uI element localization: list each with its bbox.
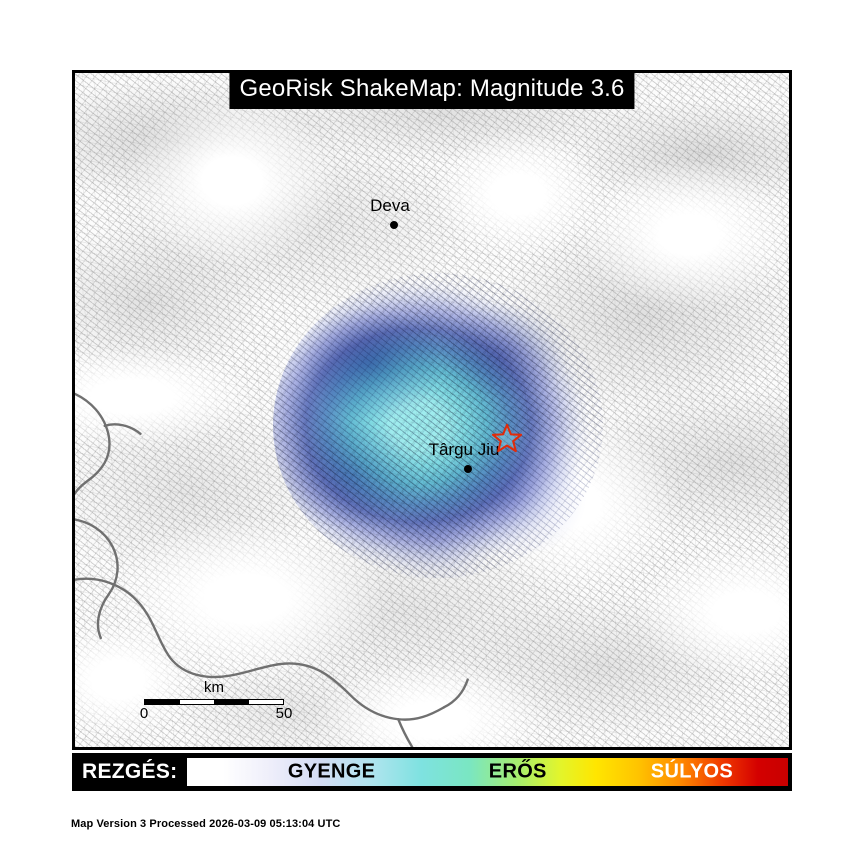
legend-title: REZGÉS:: [82, 760, 178, 783]
scale-bar: km 0 50: [140, 679, 293, 723]
scale-label-min: 0: [139, 705, 149, 722]
intensity-legend: REZGÉS: GYENGE ERŐS SÚLYOS: [72, 753, 792, 791]
map-version-footer: Map Version 3 Processed 2026-03-09 05:13…: [71, 818, 341, 830]
scale-segment: [145, 700, 180, 704]
scale-segment: [248, 700, 283, 704]
legend-label-strong: ERŐS: [488, 760, 547, 783]
map-canvas[interactable]: GeoRisk ShakeMap: Magnitude 3.6 Deva Târ…: [72, 70, 792, 750]
scale-bar-units: km: [204, 679, 224, 696]
legend-label-weak: GYENGE: [287, 760, 376, 783]
scale-segment: [214, 700, 249, 704]
scale-label-max: 50: [275, 705, 293, 722]
scale-bar-labels: 0 50: [140, 705, 293, 723]
scale-bar-segments: [144, 699, 284, 705]
map-title: GeoRisk ShakeMap: Magnitude 3.6: [229, 73, 635, 109]
legend-label-severe: SÚLYOS: [650, 760, 734, 783]
legend-color-ramp: GYENGE ERŐS SÚLYOS: [187, 758, 788, 786]
terrain-hillshade-layer: [75, 73, 789, 747]
scale-segment: [179, 700, 214, 704]
